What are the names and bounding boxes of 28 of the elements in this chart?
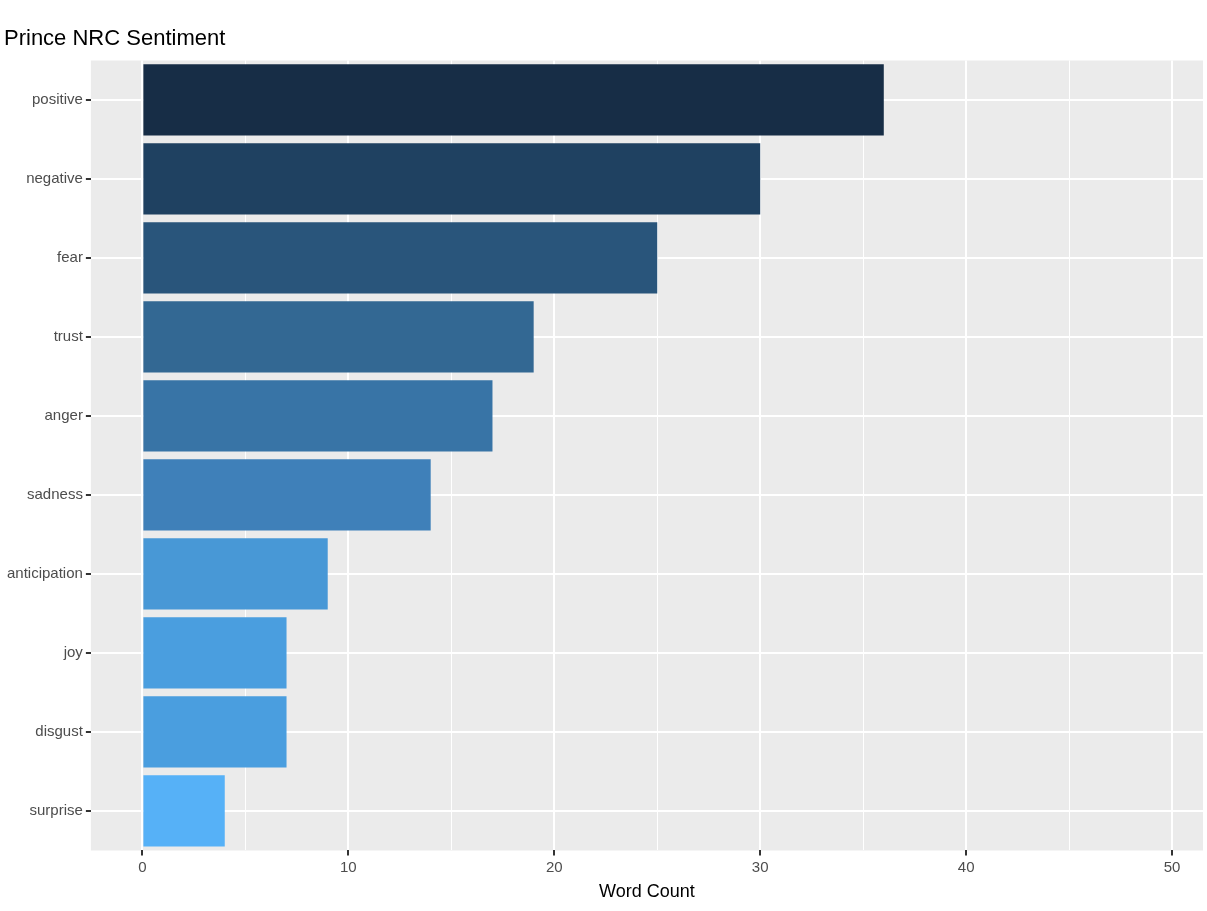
y-tick-label: anger [44, 406, 83, 424]
x-tick-label: 40 [957, 857, 975, 875]
y-tick-label: trust [53, 327, 84, 345]
y-tick-label: anticipation [7, 564, 83, 582]
x-tick-label: 10 [339, 857, 357, 875]
bar [143, 617, 287, 689]
y-tick-label: disgust [35, 722, 84, 740]
bar [143, 538, 328, 610]
y-tick-label: positive [32, 90, 83, 108]
bar [143, 696, 287, 768]
chart-title: Prince NRC Sentiment [4, 25, 226, 51]
x-tick-label: 0 [138, 857, 147, 875]
bar [143, 775, 225, 847]
y-tick-label: negative [26, 169, 83, 187]
bar [143, 301, 534, 373]
x-axis-title: Word Count [599, 881, 695, 902]
x-tick-label: 20 [545, 857, 563, 875]
bar [143, 64, 884, 136]
bar [143, 380, 493, 452]
y-tick-label: surprise [29, 801, 83, 819]
x-tick-label: 30 [751, 857, 769, 875]
y-tick-label: joy [62, 643, 84, 661]
bar [143, 222, 658, 294]
x-tick-label: 50 [1163, 857, 1181, 875]
bar [143, 143, 761, 215]
y-tick-label: fear [57, 248, 83, 266]
y-tick-label: sadness [27, 485, 83, 503]
bar [143, 459, 431, 531]
